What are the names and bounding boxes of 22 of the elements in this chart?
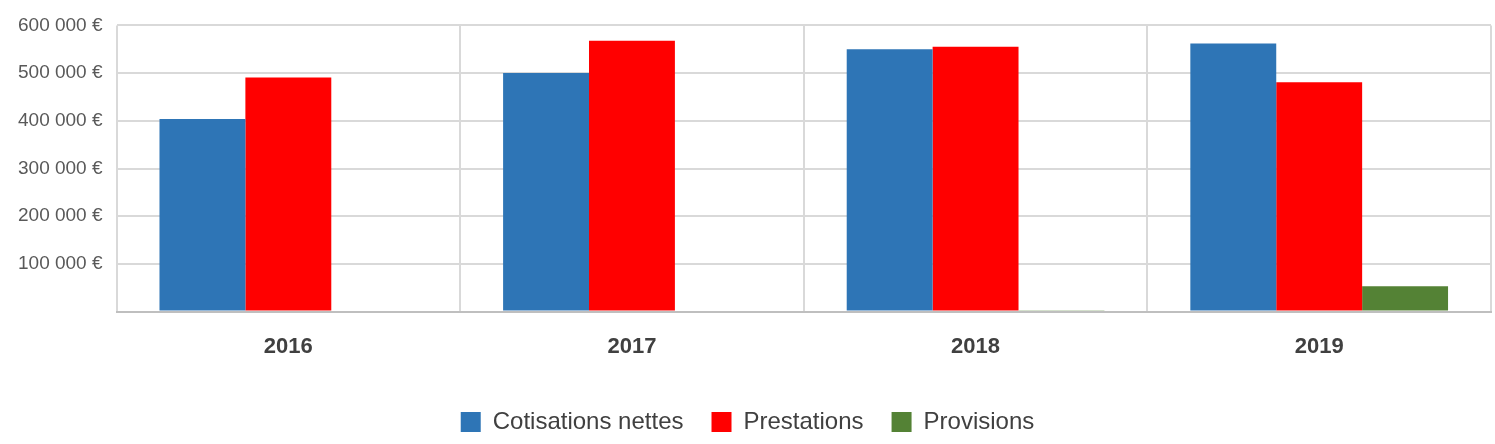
y-tick-label: 300 000 € <box>17 156 103 178</box>
legend-label: Cotisations nettes <box>492 406 684 434</box>
y-tick-label: 600 000 € <box>17 13 103 35</box>
y-tick-label: 500 000 € <box>17 61 103 83</box>
y-tick-label: 100 000 € <box>17 252 103 274</box>
bar <box>589 40 675 311</box>
bar <box>1362 286 1449 311</box>
bar <box>846 49 933 311</box>
x-tick-label: 2017 <box>607 332 657 358</box>
y-tick-label: 200 000 € <box>17 204 103 226</box>
bar <box>1190 43 1277 311</box>
bar <box>932 46 1019 311</box>
bar <box>159 118 246 311</box>
bar <box>1276 82 1363 311</box>
bar <box>245 77 332 311</box>
x-tick-label: 2016 <box>263 332 313 358</box>
x-tick-label: 2018 <box>951 332 1001 358</box>
y-tick-label: 400 000 € <box>17 109 103 131</box>
legend-label: Prestations <box>743 406 864 434</box>
bar <box>503 73 589 311</box>
x-tick-label: 2019 <box>1294 332 1344 358</box>
legend-label: Provisions <box>923 406 1035 434</box>
